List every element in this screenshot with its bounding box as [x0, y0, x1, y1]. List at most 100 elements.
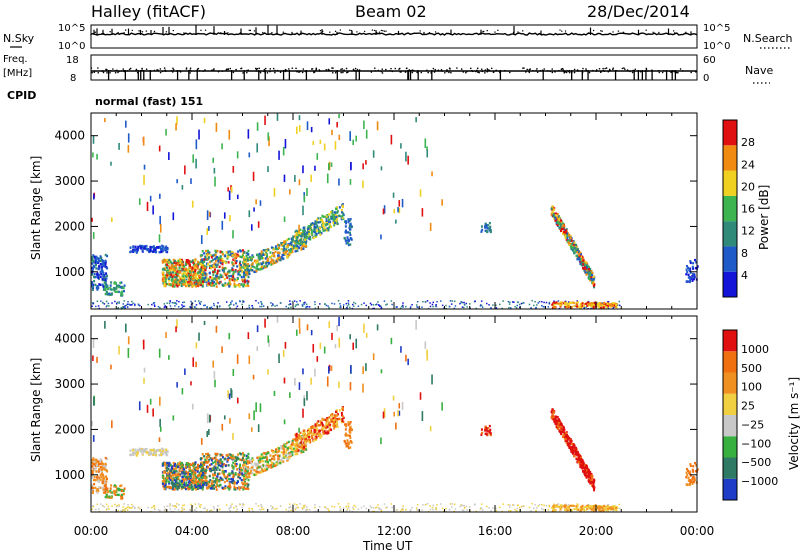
range-cell	[149, 450, 152, 454]
range-cell	[189, 266, 192, 270]
range-cell	[689, 271, 692, 274]
range-cell	[104, 490, 107, 494]
range-cell	[590, 278, 593, 281]
range-cell	[292, 447, 295, 451]
range-cell	[577, 306, 580, 309]
range-cell	[181, 262, 184, 265]
range-cell	[303, 228, 306, 231]
range-cell	[299, 431, 302, 435]
range-cell	[200, 266, 203, 269]
range-cell	[337, 300, 340, 302]
range-cell	[296, 244, 299, 248]
range-cell	[180, 485, 183, 489]
range-cell	[401, 198, 404, 208]
range-cell	[291, 451, 294, 454]
range-cell	[610, 303, 613, 306]
range-cell	[250, 462, 253, 465]
range-cell	[336, 218, 339, 221]
range-cell	[303, 241, 306, 244]
range-cell	[349, 131, 351, 141]
range-cell	[203, 258, 206, 261]
range-cell	[174, 474, 177, 478]
range-cell	[101, 468, 104, 472]
range-cell	[277, 460, 280, 463]
nsearch-dot	[622, 31, 625, 33]
range-cell	[187, 259, 190, 262]
range-cell	[200, 271, 203, 275]
range-cell	[132, 248, 135, 252]
range-cell	[580, 255, 583, 259]
range-cell	[377, 301, 379, 303]
range-cell	[176, 473, 179, 476]
range-cell	[102, 274, 105, 277]
range-cell	[302, 247, 305, 251]
range-cell	[196, 476, 199, 479]
range-cell	[194, 276, 197, 280]
range-cell	[696, 265, 699, 268]
range-cell	[319, 233, 322, 236]
range-cell	[576, 301, 579, 304]
range-cell	[91, 305, 93, 308]
range-cell	[370, 303, 373, 306]
range-cell	[347, 302, 350, 305]
range-cell	[190, 269, 193, 272]
range-cell	[102, 477, 105, 480]
range-cell	[164, 467, 167, 470]
nave-dot	[416, 71, 418, 74]
range-cell	[589, 269, 592, 273]
range-cell	[328, 428, 331, 432]
range-cell	[689, 267, 692, 270]
nsearch-dot	[248, 29, 250, 31]
range-cell	[153, 301, 156, 304]
range-cell	[188, 270, 191, 273]
range-cell	[272, 248, 275, 251]
range-cell	[95, 470, 98, 473]
range-cell	[189, 283, 192, 286]
range-cell	[196, 283, 199, 287]
nave-dot	[437, 69, 440, 71]
range-cell	[207, 482, 210, 486]
range-cell	[319, 303, 321, 305]
nave-dot	[380, 70, 383, 73]
range-cell	[304, 234, 307, 237]
range-cell	[145, 247, 148, 251]
range-cell	[107, 496, 110, 499]
range-cell	[99, 459, 102, 463]
range-cell	[177, 473, 180, 476]
range-cell	[262, 464, 265, 467]
range-cell	[193, 463, 196, 466]
range-cell	[228, 279, 231, 282]
range-cell	[194, 268, 197, 272]
range-cell	[462, 306, 465, 309]
range-cell	[134, 448, 137, 452]
range-cell	[239, 476, 242, 480]
nave-dot	[486, 70, 489, 73]
range-cell	[195, 304, 198, 306]
range-cell	[262, 452, 265, 455]
range-cell	[106, 470, 109, 473]
range-cell	[213, 468, 216, 471]
range-cell	[239, 267, 242, 270]
range-cell	[260, 262, 263, 265]
range-cell	[454, 305, 457, 307]
range-cell	[587, 303, 590, 306]
range-cell	[282, 460, 285, 463]
range-cell	[238, 468, 241, 471]
range-cell	[693, 275, 696, 279]
range-cell	[228, 129, 231, 140]
range-cell	[238, 285, 241, 288]
range-cell	[303, 444, 306, 447]
range-cell	[270, 246, 273, 249]
nave-dot	[626, 69, 629, 72]
nave-dot	[172, 68, 175, 71]
nave-dot	[172, 71, 174, 73]
range-cell	[290, 243, 293, 247]
range-cell	[182, 265, 185, 268]
range-cell	[193, 273, 196, 276]
range-cell	[331, 212, 334, 215]
range-cell	[231, 471, 234, 474]
range-cell	[229, 250, 232, 253]
colorbar-segment	[723, 170, 737, 196]
range-cell	[581, 264, 584, 267]
range-cell	[593, 283, 596, 286]
